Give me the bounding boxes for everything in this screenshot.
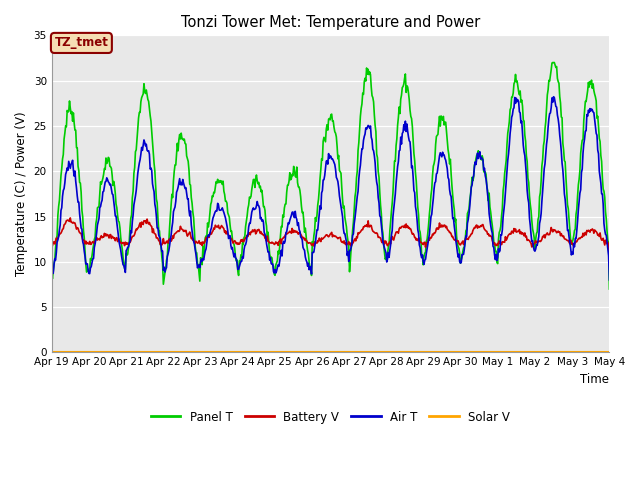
Air T [605,277,613,283]
Solar V [58,349,65,355]
Battery V [116,239,124,244]
Air T [48,273,56,279]
Legend: Panel T, Battery V, Air T, Solar V: Panel T, Battery V, Air T, Solar V [146,406,515,428]
Text: TZ_tmet: TZ_tmet [54,36,108,49]
Battery V [399,224,407,229]
Solar V [399,349,406,355]
Panel T [115,219,123,225]
Solar V [202,349,209,355]
Solar V [172,349,180,355]
Panel T [399,84,406,90]
Battery V [605,254,613,260]
Battery V [48,244,56,250]
Title: Tonzi Tower Met: Temperature and Power: Tonzi Tower Met: Temperature and Power [181,15,480,30]
Air T [399,131,406,136]
Panel T [415,212,422,217]
Line: Panel T: Panel T [52,62,609,289]
Air T [415,231,422,237]
Air T [550,94,557,100]
Panel T [48,271,56,276]
Battery V [415,235,423,241]
Panel T [172,162,180,168]
Battery V [202,235,210,240]
Line: Air T: Air T [52,97,609,280]
Panel T [605,286,613,292]
Air T [172,199,180,204]
Solar V [115,349,123,355]
Line: Battery V: Battery V [52,218,609,257]
Solar V [605,349,613,355]
Battery V [58,228,65,234]
Panel T [202,235,209,241]
Air T [202,248,209,254]
Y-axis label: Temperature (C) / Power (V): Temperature (C) / Power (V) [15,111,28,276]
Air T [58,205,65,211]
Panel T [549,60,557,65]
X-axis label: Time: Time [580,373,609,386]
Solar V [415,349,422,355]
Battery V [173,229,180,235]
Panel T [58,166,65,171]
Battery V [67,215,74,221]
Air T [115,240,123,245]
Solar V [48,349,56,355]
